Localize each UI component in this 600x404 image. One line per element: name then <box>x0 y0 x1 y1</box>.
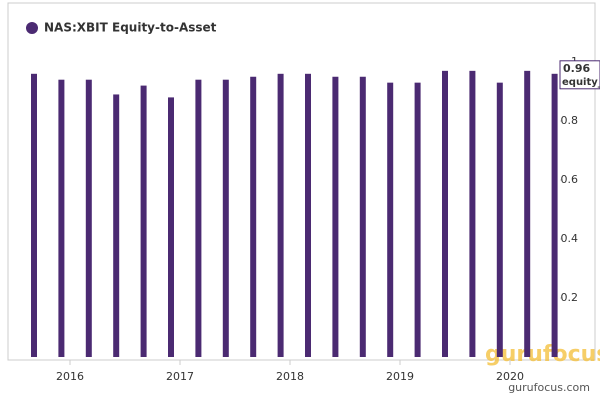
source: gurufocus.com <box>508 381 590 394</box>
bar <box>469 70 476 357</box>
y-tick-label: 0.2 <box>561 291 579 304</box>
y-tick-label: 0.8 <box>561 114 579 127</box>
legend-marker <box>26 22 38 34</box>
bar <box>113 94 120 357</box>
bar <box>58 79 65 357</box>
bar <box>387 82 394 358</box>
value-tag <box>559 60 600 90</box>
plot-frame <box>7 2 596 361</box>
bar <box>359 76 366 357</box>
bar <box>195 79 202 357</box>
legend-label[interactable]: NAS:XBIT Equity-to-Asset <box>44 21 217 35</box>
y-tick-label: 0.4 <box>561 232 579 245</box>
bar <box>222 79 229 357</box>
bar <box>332 76 339 357</box>
bar <box>277 73 284 358</box>
x-tick-label: 2020 <box>496 370 524 383</box>
bar <box>250 76 257 357</box>
bar <box>305 73 311 358</box>
value-label: 0.96 <box>563 62 590 75</box>
bar <box>414 82 421 358</box>
bar <box>140 85 147 357</box>
x-tick-label: 2019 <box>386 370 414 383</box>
bar <box>31 73 37 358</box>
bar <box>168 97 174 358</box>
series-tag: equity_ <box>562 77 600 88</box>
watermark: gurufocus <box>485 342 600 367</box>
bar <box>442 70 448 357</box>
y-tick-label: 0.6 <box>561 173 579 186</box>
bar <box>85 79 92 357</box>
x-tick-label: 2017 <box>166 370 194 383</box>
bar <box>496 82 503 358</box>
bar <box>551 73 558 358</box>
x-tick-label: 2016 <box>56 370 84 383</box>
x-tick-label: 2018 <box>276 370 304 383</box>
bar <box>524 70 531 357</box>
